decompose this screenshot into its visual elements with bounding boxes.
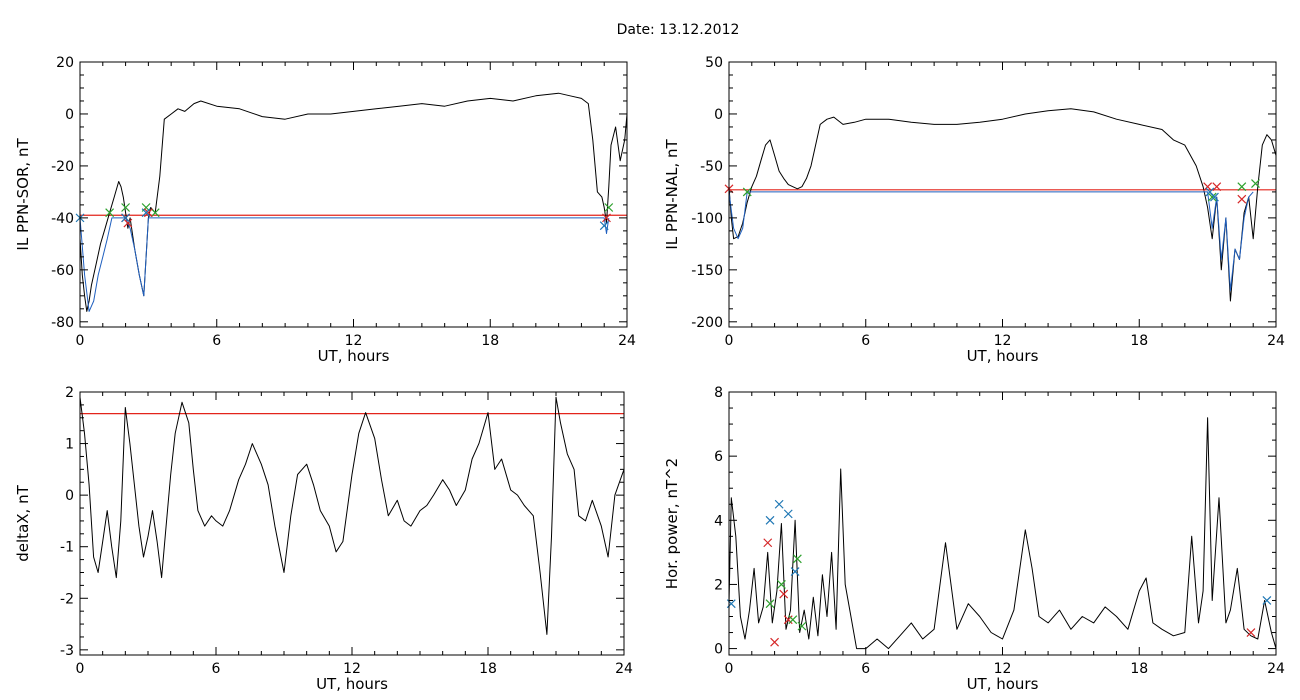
cross-marker [1237, 182, 1247, 192]
y-tick-label: 20 [56, 55, 74, 71]
plot-frame [79, 391, 625, 656]
series-line-0 [729, 108, 1276, 302]
y-tick-label: 50 [705, 55, 723, 71]
y-tick-label: -50 [700, 159, 723, 175]
y-tick-label: 6 [714, 449, 723, 465]
cross-marker [150, 208, 160, 218]
plot-frame [79, 61, 628, 328]
plot-frame [728, 61, 1277, 328]
y-tick-label: -100 [691, 211, 723, 227]
cross-marker [742, 187, 752, 197]
y-tick-label: 1 [65, 437, 74, 453]
cross-marker [763, 538, 773, 548]
x-tick-label: 12 [345, 333, 363, 349]
cross-marker [105, 208, 115, 218]
y-tick-label: 0 [65, 107, 74, 123]
cross-marker [783, 509, 793, 519]
x-axis-label: UT, hours [967, 675, 1039, 693]
x-tick-label: 6 [212, 661, 221, 677]
y-tick-label: -60 [51, 263, 74, 279]
x-tick-label: 24 [1267, 333, 1285, 349]
x-tick-label: 18 [481, 333, 499, 349]
y-tick-label: -80 [51, 315, 74, 331]
cross-marker [602, 213, 611, 223]
y-tick-label: -2 [60, 591, 74, 607]
y-tick-label: 4 [714, 513, 723, 529]
series-line-1 [80, 217, 610, 312]
x-tick-label: 18 [1130, 333, 1148, 349]
cross-marker [779, 589, 789, 599]
x-tick-label: 18 [479, 661, 497, 677]
x-tick-label: 0 [76, 661, 85, 677]
x-tick-label: 24 [618, 333, 636, 349]
cross-marker [1210, 192, 1219, 202]
cross-marker [765, 515, 775, 525]
cross-marker [790, 567, 800, 577]
cross-marker [1251, 179, 1260, 189]
panel-hor-power: 0 6 12 18 24 8 6 4 2 0 UT, hours Hor. power, nT^2 [663, 385, 1285, 693]
cross-marker [1207, 192, 1217, 202]
figure-title: Date: 13.12.2012 [617, 22, 740, 38]
cross-marker [1237, 194, 1247, 204]
x-tick-label: 6 [861, 333, 870, 349]
x-tick-label: 0 [725, 333, 734, 349]
cross-marker [765, 599, 775, 609]
cross-marker [792, 554, 802, 564]
y-tick-label: -1 [60, 540, 74, 556]
series-line-0 [80, 92, 627, 312]
cross-marker [774, 499, 784, 509]
x-axis-label: UT, hours [316, 675, 388, 693]
y-axis-label: Hor. power, nT^2 [663, 458, 681, 589]
x-tick-label: 24 [615, 661, 633, 677]
x-tick-label: 6 [861, 661, 870, 677]
x-tick-label: 18 [1130, 661, 1148, 677]
cross-marker [788, 615, 798, 625]
y-tick-label: -20 [51, 159, 74, 175]
cross-marker [1262, 596, 1272, 605]
cross-marker [1212, 182, 1222, 192]
y-tick-label: 8 [714, 385, 723, 401]
x-tick-label: 12 [994, 333, 1012, 349]
y-tick-label: -3 [60, 643, 74, 659]
series-line-0 [729, 417, 1276, 650]
cross-marker [599, 221, 609, 231]
y-axis-label: IL PPN-SOR, nT [14, 138, 32, 251]
x-axis-label: UT, hours [318, 347, 390, 365]
cross-marker [1246, 628, 1256, 637]
x-tick-label: 0 [76, 333, 85, 349]
cross-marker [123, 218, 133, 228]
cross-marker [121, 203, 131, 212]
y-tick-label: -200 [691, 315, 723, 331]
cross-marker [604, 203, 614, 212]
series-line-1 [729, 191, 1254, 292]
series-line-0 [80, 396, 624, 635]
y-tick-label: 2 [714, 577, 723, 593]
panel-ppn-nal: 0 6 12 18 24 50 0 -50 -100 -150 -200 UT, hours IL PP… [663, 55, 1285, 365]
x-tick-label: 24 [1267, 661, 1285, 677]
cross-marker [141, 208, 151, 218]
cross-marker [770, 637, 780, 647]
cross-marker [1203, 182, 1213, 192]
x-tick-label: 0 [725, 661, 734, 677]
y-tick-label: 0 [714, 642, 723, 658]
x-tick-label: 6 [212, 333, 221, 349]
x-tick-label: 12 [994, 661, 1012, 677]
x-axis-label: UT, hours [967, 347, 1039, 365]
y-axis-label: IL PPN-NAL, nT [663, 139, 681, 250]
y-tick-label: 0 [65, 488, 74, 504]
cross-marker [121, 213, 131, 223]
y-tick-label: 0 [714, 107, 723, 123]
x-tick-label: 12 [343, 661, 361, 677]
y-tick-label: -150 [691, 263, 723, 279]
cross-marker [776, 580, 786, 589]
y-axis-label: deltaX, nT [14, 484, 32, 561]
panel-deltax: 0 6 12 18 24 2 1 0 -1 -2 -3 UT, hours deltaX, nT [14, 385, 633, 693]
y-tick-label: -40 [51, 211, 74, 227]
cross-marker [143, 208, 153, 218]
cross-marker [797, 621, 807, 631]
y-tick-label: 2 [65, 385, 74, 401]
panel-ppn-sor: 0 6 12 18 24 20 0 -20 -40 -60 -80 UT, hours IL PPN-S… [14, 55, 636, 365]
